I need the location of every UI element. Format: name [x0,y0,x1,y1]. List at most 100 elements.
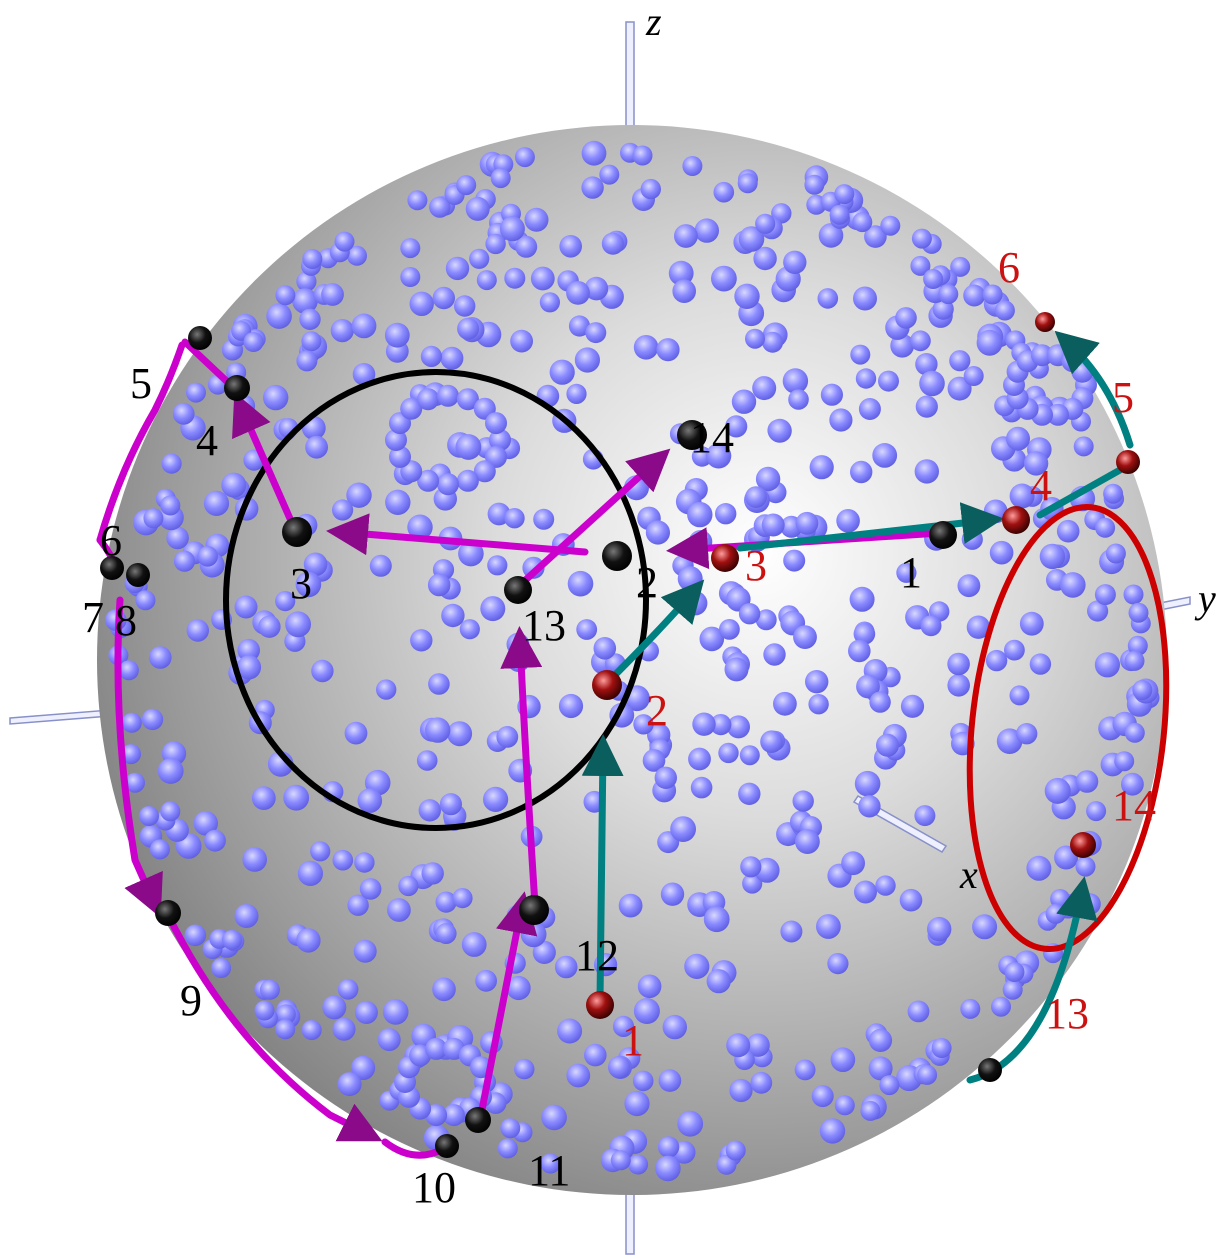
sample-point [296,271,317,292]
sample-point [387,898,411,922]
sample-point [440,346,464,370]
sample-point [1023,451,1049,476]
sample-point [141,708,164,731]
sample-point [429,196,451,218]
sample-point [1075,856,1096,877]
red-node-6 [1035,312,1055,332]
sample-point [841,851,865,876]
magenta-segment-12-13 [500,626,543,909]
sample-point [923,269,944,289]
black-label-3: 3 [290,559,312,608]
sample-point [817,288,839,309]
sample-point [657,1136,680,1158]
sample-point [417,388,440,411]
sample-point [947,376,972,401]
sample-point [332,499,354,521]
sample-point [879,1075,900,1096]
sample-point [420,345,442,367]
black-label-4: 4 [196,416,218,465]
sample-point [1121,772,1144,796]
sample-point [428,673,450,695]
sample-point [1006,426,1030,451]
black-node-13 [504,576,532,604]
sample-point [593,637,617,660]
sample-point [559,235,582,258]
sample-point [456,469,479,492]
sample-point [540,1153,561,1174]
black-labels: 1 2 3 4 5 6 7 8 9 10 11 12 13 14 [82,359,922,1212]
sample-point [353,939,377,963]
black-node-7 [100,556,124,580]
black-label-9: 9 [180,976,202,1025]
sample-point [266,303,292,329]
sample-point [515,235,538,258]
sample-point [385,489,411,515]
black-node-1 [929,521,957,549]
sample-point [985,649,1008,672]
sample-point [761,513,785,537]
sample-point [836,509,860,533]
sample-point [258,615,281,638]
sample-point [475,969,497,992]
sample-point [855,368,877,389]
sample-point [632,145,653,166]
sample-point [915,353,938,376]
sample-point [506,975,531,1001]
sample-point [795,829,820,854]
sample-point [203,490,230,516]
sample-point [221,472,247,498]
sample-point [794,1059,816,1081]
sample-point [742,873,763,894]
sample-point [352,363,376,386]
sample-point [321,283,344,306]
sample-point [633,998,660,1024]
sample-point [684,953,710,980]
sample-point [907,1000,930,1023]
sample-point [1094,584,1116,606]
sample-point [938,284,959,305]
sample-point [795,511,819,535]
sample-point [656,338,680,362]
red-label-6: 6 [998,243,1020,292]
sample-point [332,1017,356,1041]
sample-point [432,286,455,310]
sample-point [1004,639,1025,661]
sample-point [972,914,998,940]
magenta-path [96,338,944,1159]
sample-point [576,619,598,640]
sample-point [727,715,750,739]
red-label-4: 4 [1030,461,1052,510]
sample-point [1019,611,1044,636]
black-label-1: 1 [900,548,922,597]
magenta-segment-5-6 [96,341,186,544]
sample-point [1128,602,1149,623]
sample-point [783,250,807,274]
sample-point [305,435,328,459]
sample-point [485,412,507,435]
sample-point [490,168,511,189]
sample-point [243,332,264,352]
sample-point [566,1063,591,1088]
sample-point [705,443,732,469]
sample-point [1047,403,1069,426]
sample-point [275,285,296,306]
sample-point [753,246,777,271]
sample-point [1127,635,1148,656]
sample-point [767,418,792,443]
sample-point [816,914,841,939]
sample-point [455,434,482,460]
sample-point [745,328,765,349]
sample-point [442,1104,465,1127]
sample-point [389,445,411,468]
sample-point [425,1037,448,1060]
sample-point [829,204,850,225]
magenta-segment-13-14 [516,448,671,589]
sample-point [197,546,218,567]
red-node-1 [586,991,614,1019]
sample-point [435,891,457,913]
sample-point [915,395,938,418]
black-node-4 [224,375,250,401]
sample-point [410,629,433,652]
sample-point [819,1118,846,1144]
